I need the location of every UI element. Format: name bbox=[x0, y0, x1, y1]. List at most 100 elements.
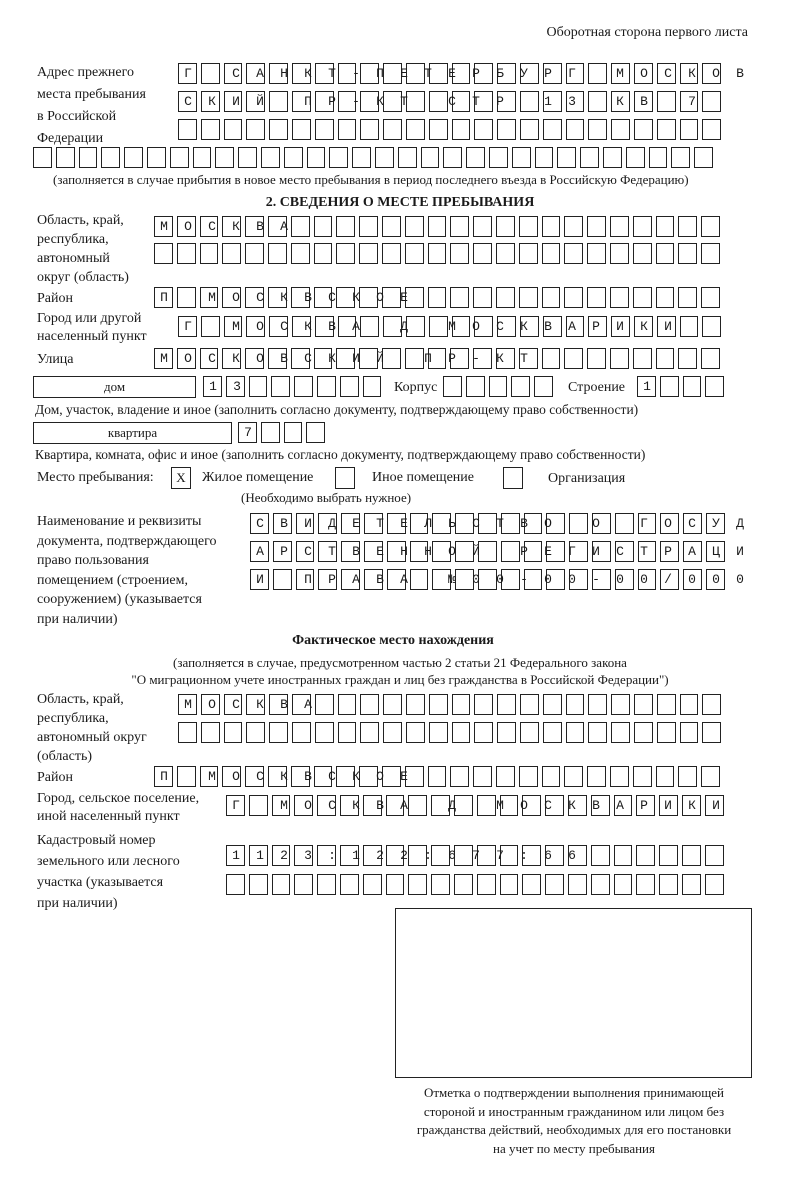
char-cell[interactable] bbox=[362, 874, 382, 895]
char-cell[interactable] bbox=[222, 287, 242, 308]
char-cell[interactable] bbox=[564, 766, 584, 787]
char-cell[interactable] bbox=[587, 348, 606, 369]
char-cell[interactable] bbox=[542, 316, 562, 337]
char-cell[interactable] bbox=[362, 845, 382, 866]
char-cell[interactable] bbox=[337, 63, 357, 84]
char-cell[interactable] bbox=[314, 316, 334, 337]
char-cell[interactable] bbox=[453, 874, 473, 895]
char-cell[interactable] bbox=[702, 694, 722, 715]
char-cell[interactable] bbox=[523, 569, 543, 590]
char-cell[interactable] bbox=[534, 376, 553, 397]
char-cell[interactable] bbox=[222, 766, 242, 787]
char-cell[interactable] bbox=[633, 694, 653, 715]
char-cell[interactable] bbox=[329, 147, 349, 168]
char-cell[interactable] bbox=[199, 766, 219, 787]
char-cell[interactable] bbox=[291, 316, 311, 337]
char-cell[interactable] bbox=[683, 569, 702, 590]
char-cell[interactable] bbox=[565, 722, 585, 743]
char-cell[interactable] bbox=[199, 216, 219, 237]
char-cell[interactable] bbox=[246, 63, 266, 84]
char-cell[interactable] bbox=[679, 63, 699, 84]
char-cell[interactable] bbox=[625, 147, 645, 168]
char-cell[interactable] bbox=[360, 694, 380, 715]
char-cell[interactable] bbox=[363, 513, 383, 534]
char-cell[interactable] bbox=[431, 795, 450, 816]
char-cell[interactable] bbox=[564, 243, 584, 264]
char-cell[interactable] bbox=[450, 348, 470, 369]
char-cell[interactable] bbox=[314, 694, 334, 715]
char-cell[interactable] bbox=[269, 316, 288, 337]
char-cell[interactable] bbox=[408, 845, 428, 866]
char-cell[interactable] bbox=[78, 147, 98, 168]
char-cell[interactable] bbox=[522, 874, 542, 895]
char-cell[interactable] bbox=[659, 874, 678, 895]
char-cell[interactable] bbox=[678, 287, 698, 308]
char-cell[interactable] bbox=[587, 766, 606, 787]
char-cell[interactable] bbox=[518, 348, 538, 369]
char-cell[interactable] bbox=[336, 766, 356, 787]
char-cell[interactable] bbox=[314, 63, 334, 84]
region-row-2[interactable] bbox=[154, 243, 720, 265]
district-row[interactable]: П МОСКВСКОЕ bbox=[154, 287, 720, 309]
char-cell[interactable] bbox=[200, 694, 220, 715]
char-cell[interactable] bbox=[427, 243, 447, 264]
char-cell[interactable] bbox=[588, 722, 608, 743]
char-cell[interactable] bbox=[316, 376, 336, 397]
char-cell[interactable] bbox=[432, 513, 452, 534]
char-cell[interactable] bbox=[679, 722, 699, 743]
char-cell[interactable] bbox=[476, 795, 496, 816]
char-cell[interactable] bbox=[499, 795, 519, 816]
char-cell[interactable] bbox=[633, 119, 653, 140]
char-cell[interactable] bbox=[291, 91, 311, 112]
char-cell[interactable] bbox=[386, 541, 406, 562]
char-cell[interactable] bbox=[546, 541, 566, 562]
char-cell[interactable] bbox=[222, 348, 242, 369]
char-cell[interactable] bbox=[154, 287, 173, 308]
char-cell[interactable] bbox=[614, 541, 634, 562]
char-cell[interactable] bbox=[519, 63, 539, 84]
char-cell[interactable] bbox=[337, 119, 357, 140]
char-cell[interactable] bbox=[223, 316, 243, 337]
char-cell[interactable] bbox=[679, 91, 699, 112]
char-cell[interactable] bbox=[591, 569, 611, 590]
char-cell[interactable] bbox=[339, 376, 359, 397]
char-cell[interactable] bbox=[565, 63, 585, 84]
char-cell[interactable] bbox=[295, 541, 315, 562]
char-cell[interactable] bbox=[519, 91, 539, 112]
char-cell[interactable] bbox=[705, 376, 725, 397]
apartment-number-row[interactable]: 7 bbox=[238, 422, 326, 444]
char-cell[interactable] bbox=[383, 119, 402, 140]
char-cell[interactable] bbox=[702, 722, 722, 743]
char-cell[interactable] bbox=[397, 147, 417, 168]
char-cell[interactable] bbox=[290, 348, 310, 369]
char-cell[interactable] bbox=[306, 422, 326, 443]
char-cell[interactable] bbox=[655, 243, 675, 264]
char-cell[interactable] bbox=[404, 243, 424, 264]
char-cell[interactable] bbox=[199, 287, 219, 308]
char-cell[interactable] bbox=[541, 766, 561, 787]
char-cell[interactable] bbox=[405, 694, 425, 715]
cadastre-row-2[interactable] bbox=[226, 874, 724, 896]
char-cell[interactable] bbox=[405, 119, 425, 140]
char-cell[interactable] bbox=[420, 147, 440, 168]
char-cell[interactable] bbox=[611, 63, 630, 84]
char-cell[interactable] bbox=[609, 243, 629, 264]
char-cell[interactable] bbox=[546, 513, 566, 534]
char-cell[interactable] bbox=[602, 147, 622, 168]
char-cell[interactable] bbox=[613, 845, 633, 866]
char-cell[interactable] bbox=[565, 119, 585, 140]
char-cell[interactable] bbox=[381, 216, 401, 237]
char-cell[interactable] bbox=[336, 287, 356, 308]
char-cell[interactable] bbox=[557, 147, 577, 168]
prev-address-row-4[interactable] bbox=[33, 147, 713, 169]
char-cell[interactable] bbox=[636, 874, 656, 895]
char-cell[interactable] bbox=[404, 216, 424, 237]
char-cell[interactable] bbox=[656, 722, 676, 743]
char-cell[interactable] bbox=[636, 845, 656, 866]
char-cell[interactable] bbox=[427, 216, 447, 237]
actual-region-row-2[interactable] bbox=[178, 722, 722, 744]
char-cell[interactable] bbox=[245, 216, 264, 237]
char-cell[interactable] bbox=[336, 243, 356, 264]
char-cell[interactable] bbox=[55, 147, 75, 168]
char-cell[interactable] bbox=[313, 243, 333, 264]
